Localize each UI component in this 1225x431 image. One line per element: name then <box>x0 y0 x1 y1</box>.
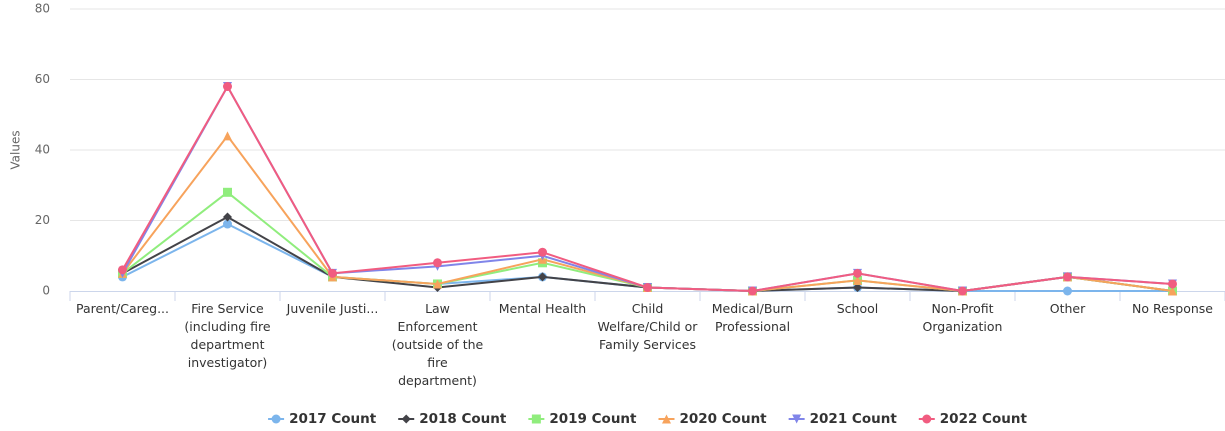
legend-label: 2021 Count <box>810 411 898 427</box>
marker <box>958 286 967 296</box>
y-axis-title: Values <box>9 130 23 169</box>
x-tick-label: Juvenile Justi... <box>286 301 379 316</box>
marker <box>223 82 232 92</box>
marker <box>531 414 541 424</box>
x-tick-label: Child Welfare/Child or Family Services <box>597 301 698 352</box>
legend-label: 2018 Count <box>419 411 507 427</box>
x-tick-label: Medical/Burn Professional <box>711 301 794 334</box>
x-tick-label: School <box>836 301 879 316</box>
marker <box>1168 279 1177 289</box>
x-tick-label: Fire Service (including fire department … <box>184 301 271 370</box>
marker <box>223 131 232 141</box>
y-tick-label: 0 <box>42 284 50 298</box>
x-tick-label: Non-Profit Organization <box>922 301 1003 334</box>
legend-label: 2022 Count <box>940 411 1028 427</box>
legend: 2017 Count 2018 Count 2019 Count 2020 Count… <box>268 411 1027 427</box>
marker <box>1063 272 1072 282</box>
marker <box>328 268 337 278</box>
series-line <box>121 134 1173 293</box>
marker <box>853 268 862 278</box>
marker <box>223 219 232 229</box>
marker <box>853 275 862 285</box>
marker <box>1168 286 1177 296</box>
legend-label: 2020 Count <box>680 411 768 427</box>
marker <box>223 212 232 222</box>
marker <box>538 247 547 257</box>
y-tick-label: 60 <box>35 72 50 86</box>
legend-item: 2017 Count <box>268 411 377 427</box>
marker <box>662 414 671 424</box>
legend-label: 2019 Count <box>549 411 637 427</box>
x-tick-label: Mental Health <box>498 301 587 316</box>
marker <box>922 414 932 424</box>
marker <box>853 282 862 292</box>
y-tick-label: 40 <box>35 143 50 157</box>
x-tick-label: Law Enforcement (outside of the fire dep… <box>391 301 484 388</box>
marker <box>748 286 757 296</box>
marker <box>1063 286 1072 296</box>
series-line <box>122 215 1173 293</box>
marker <box>271 414 281 424</box>
marker <box>223 187 232 197</box>
legend-item: 2022 Count <box>918 411 1028 427</box>
legend-item: 2019 Count <box>528 411 637 427</box>
marker <box>118 265 127 275</box>
series-line <box>121 84 1173 293</box>
marker <box>792 414 802 424</box>
series-line <box>121 84 1173 293</box>
marker <box>433 258 442 268</box>
legend-item: 2018 Count <box>398 411 507 427</box>
marker <box>401 414 411 424</box>
legend-item: 2021 Count <box>788 411 898 427</box>
x-tick-label: Parent/Careg... <box>75 301 170 316</box>
x-tick-label: Other <box>1049 301 1086 316</box>
y-tick-label: 80 <box>35 2 50 16</box>
marker <box>433 279 442 289</box>
legend-item: 2020 Count <box>658 411 768 427</box>
marker <box>643 282 652 292</box>
x-tick-label: No Response <box>1131 301 1213 316</box>
legend-label: 2017 Count <box>289 411 377 427</box>
marker <box>538 272 547 282</box>
y-tick-label: 20 <box>35 213 50 227</box>
